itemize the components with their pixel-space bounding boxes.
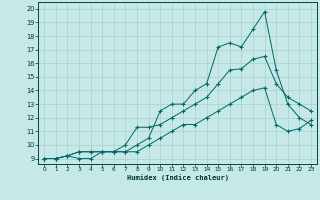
X-axis label: Humidex (Indice chaleur): Humidex (Indice chaleur)	[127, 174, 228, 181]
